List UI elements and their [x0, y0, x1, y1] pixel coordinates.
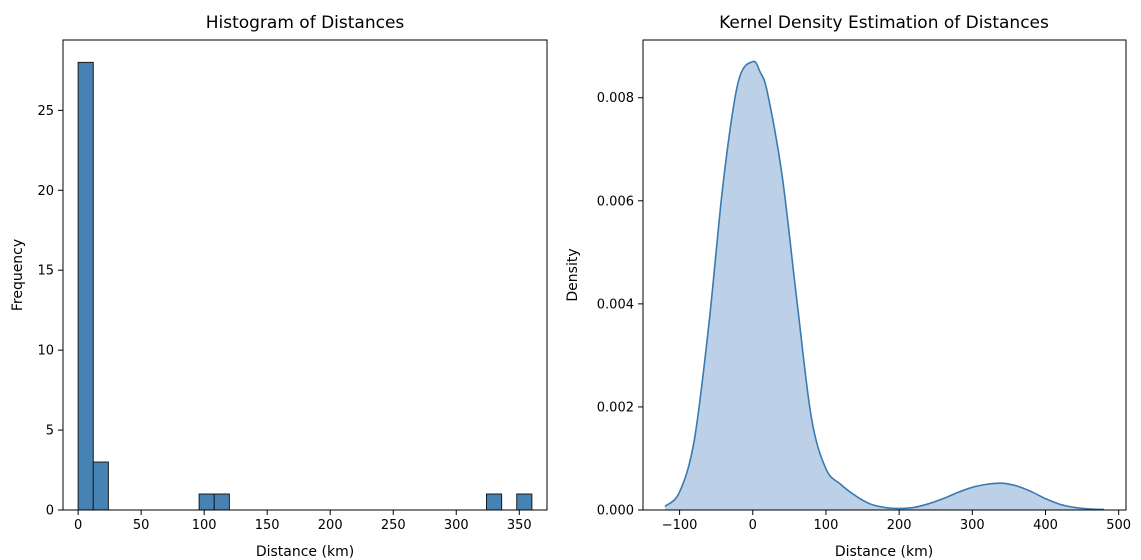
- histogram-xlabel: Distance (km): [256, 544, 354, 560]
- x-tick-label: 0: [749, 518, 757, 533]
- histogram-bar: [77, 61, 94, 511]
- x-tick-label: 300: [960, 518, 985, 533]
- x-tick-label: 200: [887, 518, 912, 533]
- histogram-frame: [62, 39, 548, 511]
- histogram-ylabel: Frequency: [10, 239, 26, 311]
- y-tick-label: 10: [37, 344, 54, 359]
- y-tick-label: 0.006: [597, 194, 634, 209]
- x-tick-label: 300: [444, 518, 469, 533]
- kde-fill-area: [664, 61, 1105, 510]
- y-tick-label: 0.002: [597, 400, 634, 415]
- x-tick-label: 100: [814, 518, 839, 533]
- y-tick-label: 20: [37, 184, 54, 199]
- x-tick-label: 250: [381, 518, 406, 533]
- histogram-title: Histogram of Distances: [206, 13, 405, 33]
- kde-ylabel: Density: [565, 248, 581, 301]
- x-tick-label: 100: [192, 518, 217, 533]
- kde-xlabel: Distance (km): [835, 544, 933, 560]
- x-tick-label: 350: [507, 518, 532, 533]
- y-tick-label: 15: [37, 264, 54, 279]
- x-tick-label: 0: [74, 518, 82, 533]
- histogram-bar: [92, 461, 109, 511]
- y-tick-label: 25: [37, 104, 54, 119]
- x-tick-label: 150: [255, 518, 280, 533]
- kde-frame: [642, 39, 1127, 511]
- y-tick-label: 0.004: [597, 297, 634, 312]
- kde-curve: [664, 60, 1105, 511]
- x-tick-label: 400: [1033, 518, 1058, 533]
- kde-panel: Kernel Density Estimation of Distances −…: [565, 13, 1131, 560]
- x-tick-label: −100: [662, 518, 698, 533]
- x-tick-label: 50: [133, 518, 150, 533]
- histogram-bar: [486, 493, 503, 511]
- y-tick-label: 0.000: [597, 504, 634, 519]
- histogram-panel: Histogram of Distances 0 50 100 150 200 250 30…: [10, 13, 548, 560]
- x-tick-label: 500: [1106, 518, 1131, 533]
- y-tick-label: 0: [46, 504, 54, 519]
- kde-title: Kernel Density Estimation of Distances: [719, 13, 1049, 33]
- histogram-bar: [213, 493, 230, 511]
- y-tick-label: 0.008: [597, 91, 634, 106]
- histogram-bar: [516, 493, 533, 511]
- x-tick-label: 200: [318, 518, 343, 533]
- y-tick-label: 5: [46, 424, 54, 439]
- histogram-bar: [198, 493, 215, 511]
